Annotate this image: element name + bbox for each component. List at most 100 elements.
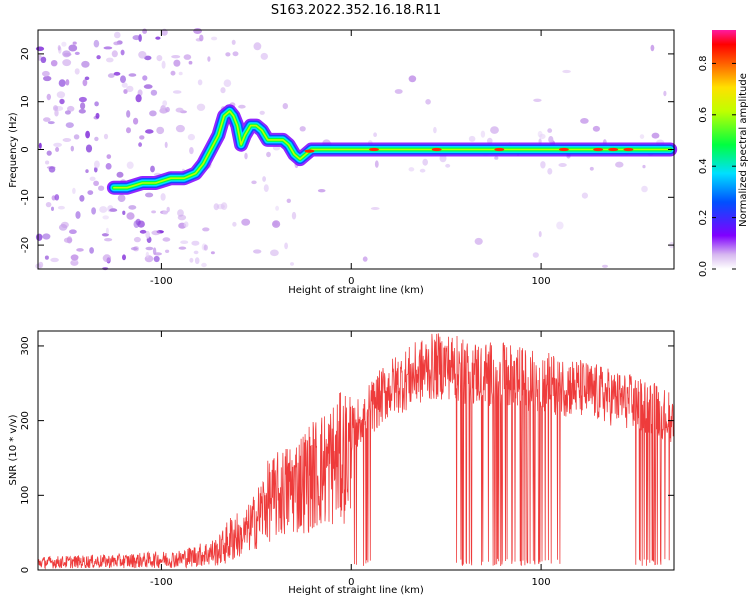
noise-blob (89, 247, 94, 254)
colorbar-ticks: 0.0 0.2 0.4 0.6 0.8 (698, 55, 736, 277)
noise-blob (53, 142, 62, 147)
noise-blob (120, 75, 126, 83)
noise-blob (85, 130, 90, 139)
noise-blob (106, 57, 114, 63)
noise-blob (196, 103, 206, 112)
noise-blob (38, 261, 44, 269)
noise-blob (615, 161, 624, 168)
colorbar-tick-label: 0.6 (698, 107, 709, 123)
snr-x-tick-label: 100 (532, 577, 551, 588)
noise-blob (160, 193, 166, 201)
noise-blob (490, 126, 499, 134)
noise-blob (241, 218, 251, 226)
noise-blob (151, 210, 157, 214)
noise-blob (145, 230, 150, 239)
noise-blob (46, 93, 51, 101)
noise-blob (187, 133, 195, 141)
noise-blob (48, 166, 56, 173)
noise-blob (199, 34, 204, 42)
noise-blob (137, 220, 145, 228)
spectrogram-x-tick-label: -100 (150, 276, 173, 287)
noise-blob (106, 154, 112, 160)
noise-blob (58, 79, 66, 87)
noise-blob (225, 52, 231, 57)
noise-blob (51, 206, 54, 211)
noise-blob (253, 42, 262, 51)
spectrogram-y-tick-label: -20 (20, 237, 31, 253)
noise-blob (126, 85, 134, 93)
noise-blob (259, 110, 265, 115)
noise-blob (290, 262, 294, 266)
noise-blob (68, 44, 78, 52)
ridge-hotspot (593, 147, 604, 152)
noise-blob (263, 184, 269, 193)
noise-blob (194, 257, 200, 265)
noise-blob (126, 212, 135, 220)
spectrogram-x-label: Height of straight line (km) (288, 285, 424, 296)
noise-blob (55, 147, 60, 152)
noise-blob (133, 220, 140, 228)
noise-blob (494, 156, 499, 160)
noise-blob (59, 98, 65, 105)
noise-blob (468, 135, 476, 142)
noise-blob (130, 247, 138, 251)
noise-blob (95, 112, 100, 119)
noise-blob (35, 233, 43, 241)
noise-blob (70, 145, 75, 152)
colorbar-gradient (712, 30, 736, 269)
noise-blob (650, 44, 655, 52)
noise-blob (116, 171, 124, 178)
noise-blob (193, 28, 203, 34)
noise-blob (232, 221, 237, 227)
noise-blob (84, 76, 90, 81)
noise-blob (65, 122, 74, 128)
noise-blob (317, 189, 326, 193)
noise-blob (284, 242, 288, 250)
noise-blob (133, 236, 141, 243)
noise-blob (153, 255, 160, 263)
noise-blob (299, 126, 306, 132)
noise-blob (282, 103, 288, 110)
noise-blob (62, 59, 72, 67)
noise-blob (533, 98, 542, 103)
noise-blob (74, 68, 80, 75)
spectrogram-y-label: Frequency (Hz) (8, 112, 19, 188)
noise-blob (105, 163, 112, 170)
noise-blob (203, 244, 208, 251)
noise-blob (46, 150, 52, 156)
colorbar-tick-label: 0.4 (698, 158, 709, 174)
noise-blob (165, 249, 170, 253)
snr-x-ticks: -100 0 100 (150, 331, 551, 588)
snr-series-line (37, 333, 675, 570)
noise-blob (102, 215, 109, 220)
noise-blob (213, 203, 219, 211)
noise-blob (44, 255, 49, 260)
noise-blob (532, 252, 539, 258)
noise-blob (210, 251, 215, 255)
spectrogram-y-tick-label: 0 (20, 146, 31, 152)
noise-blob (56, 91, 66, 99)
noise-blob (89, 176, 96, 181)
noise-blob (153, 252, 162, 256)
snr-x-tick-label: -100 (150, 577, 173, 588)
noise-blob (220, 87, 226, 94)
noise-blob (556, 221, 564, 230)
noise-blob (122, 254, 126, 261)
noise-blob (480, 130, 486, 138)
noise-blob (42, 233, 51, 240)
noise-blob (93, 39, 100, 48)
spectrogram-y-tick-label: 20 (20, 48, 31, 61)
noise-blob (260, 52, 268, 60)
noise-blob (94, 101, 99, 107)
ridge-hotspot (369, 147, 379, 152)
noise-blob (370, 207, 380, 210)
noise-blob (474, 237, 483, 245)
noise-blob (162, 210, 168, 215)
noise-blob (663, 90, 667, 97)
noise-blob (183, 221, 189, 228)
noise-blob (67, 105, 75, 112)
noise-blob (120, 49, 125, 56)
noise-blob (82, 79, 88, 87)
noise-blob (57, 45, 61, 51)
noise-blob (35, 46, 45, 52)
